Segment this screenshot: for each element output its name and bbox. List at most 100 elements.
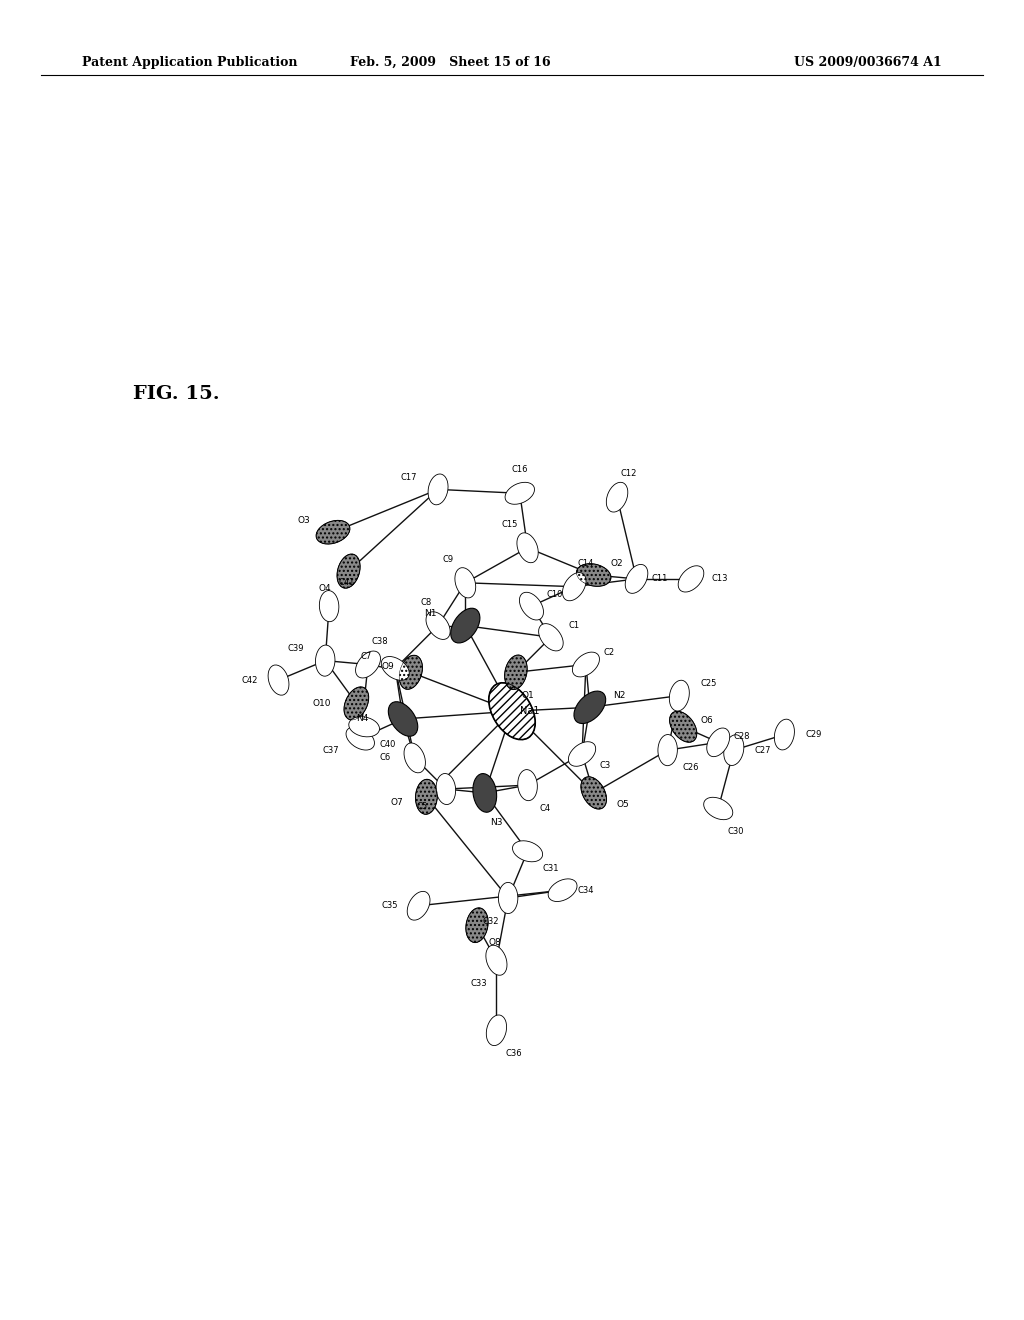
Text: C16: C16 bbox=[512, 466, 528, 474]
Text: C27: C27 bbox=[755, 746, 771, 755]
Ellipse shape bbox=[577, 564, 611, 586]
Text: C8: C8 bbox=[421, 598, 432, 607]
Ellipse shape bbox=[337, 554, 360, 589]
Text: C13: C13 bbox=[712, 574, 728, 583]
Text: N1: N1 bbox=[424, 610, 436, 618]
Ellipse shape bbox=[581, 776, 606, 809]
Ellipse shape bbox=[349, 717, 380, 737]
Text: C1: C1 bbox=[568, 622, 580, 630]
Text: O1: O1 bbox=[521, 692, 534, 700]
Text: C29: C29 bbox=[806, 730, 821, 739]
Text: C32: C32 bbox=[482, 917, 499, 925]
Ellipse shape bbox=[451, 609, 480, 643]
Ellipse shape bbox=[519, 593, 544, 620]
Text: C9: C9 bbox=[442, 554, 454, 564]
Ellipse shape bbox=[539, 623, 563, 651]
Text: C35: C35 bbox=[381, 902, 397, 911]
Text: O10: O10 bbox=[312, 698, 331, 708]
Ellipse shape bbox=[455, 568, 476, 598]
Ellipse shape bbox=[408, 891, 430, 920]
Text: N4: N4 bbox=[356, 714, 369, 723]
Ellipse shape bbox=[707, 729, 730, 756]
Text: C37: C37 bbox=[323, 746, 339, 755]
Ellipse shape bbox=[473, 774, 497, 812]
Ellipse shape bbox=[626, 565, 648, 594]
Ellipse shape bbox=[670, 680, 689, 711]
Ellipse shape bbox=[562, 573, 586, 601]
Text: C34: C34 bbox=[578, 886, 594, 895]
Text: Na1: Na1 bbox=[520, 706, 540, 717]
Text: C15: C15 bbox=[502, 520, 518, 529]
Ellipse shape bbox=[485, 945, 507, 975]
Ellipse shape bbox=[568, 742, 596, 767]
Ellipse shape bbox=[416, 779, 437, 814]
Ellipse shape bbox=[518, 770, 538, 801]
Text: C11: C11 bbox=[651, 574, 668, 583]
Ellipse shape bbox=[315, 645, 335, 676]
Ellipse shape bbox=[316, 520, 350, 544]
Ellipse shape bbox=[488, 682, 536, 739]
Text: C7: C7 bbox=[360, 652, 372, 661]
Ellipse shape bbox=[428, 474, 449, 504]
Text: O3: O3 bbox=[297, 516, 310, 525]
Ellipse shape bbox=[548, 879, 578, 902]
Ellipse shape bbox=[268, 665, 289, 696]
Text: O7: O7 bbox=[391, 799, 403, 807]
Ellipse shape bbox=[486, 1015, 507, 1045]
Ellipse shape bbox=[573, 692, 606, 723]
Text: C25: C25 bbox=[700, 680, 717, 689]
Ellipse shape bbox=[512, 841, 543, 862]
Ellipse shape bbox=[355, 651, 381, 678]
Text: FIG. 15.: FIG. 15. bbox=[133, 384, 220, 403]
Text: C14: C14 bbox=[578, 558, 594, 568]
Text: O6: O6 bbox=[700, 717, 713, 726]
Text: C31: C31 bbox=[543, 865, 559, 874]
Ellipse shape bbox=[436, 774, 456, 805]
Ellipse shape bbox=[466, 908, 488, 942]
Ellipse shape bbox=[319, 590, 339, 622]
Ellipse shape bbox=[572, 652, 599, 677]
Text: Patent Application Publication: Patent Application Publication bbox=[82, 55, 297, 69]
Ellipse shape bbox=[517, 533, 539, 562]
Text: C33: C33 bbox=[471, 979, 487, 989]
Ellipse shape bbox=[346, 727, 375, 750]
Ellipse shape bbox=[388, 702, 418, 737]
Text: C36: C36 bbox=[506, 1049, 522, 1059]
Text: C5: C5 bbox=[417, 803, 428, 810]
Text: C40: C40 bbox=[379, 739, 395, 748]
Text: C42: C42 bbox=[242, 676, 257, 685]
Ellipse shape bbox=[399, 655, 423, 689]
Text: C39: C39 bbox=[288, 644, 304, 653]
Ellipse shape bbox=[505, 655, 527, 689]
Text: O4: O4 bbox=[318, 585, 332, 593]
Ellipse shape bbox=[724, 735, 743, 766]
Ellipse shape bbox=[670, 711, 697, 742]
Text: C41: C41 bbox=[339, 578, 354, 587]
Ellipse shape bbox=[344, 686, 369, 719]
Text: O2: O2 bbox=[610, 558, 624, 568]
Text: C10: C10 bbox=[547, 590, 563, 599]
Ellipse shape bbox=[606, 482, 628, 512]
Text: O5: O5 bbox=[616, 800, 630, 809]
Ellipse shape bbox=[426, 611, 451, 639]
Ellipse shape bbox=[657, 734, 678, 766]
Text: C6: C6 bbox=[380, 754, 391, 763]
Text: Feb. 5, 2009   Sheet 15 of 16: Feb. 5, 2009 Sheet 15 of 16 bbox=[350, 55, 551, 69]
Ellipse shape bbox=[703, 797, 733, 820]
Text: O9: O9 bbox=[381, 661, 394, 671]
Text: C30: C30 bbox=[727, 828, 744, 837]
Text: N3: N3 bbox=[490, 817, 503, 826]
Text: US 2009/0036674 A1: US 2009/0036674 A1 bbox=[795, 55, 942, 69]
Text: C17: C17 bbox=[400, 474, 417, 482]
Text: N2: N2 bbox=[612, 692, 626, 700]
Text: O8: O8 bbox=[488, 939, 501, 948]
Text: C12: C12 bbox=[621, 470, 637, 478]
Text: C28: C28 bbox=[733, 733, 750, 741]
Text: C38: C38 bbox=[372, 636, 388, 645]
Ellipse shape bbox=[381, 656, 410, 680]
Text: C4: C4 bbox=[540, 804, 551, 813]
Ellipse shape bbox=[678, 566, 703, 593]
Ellipse shape bbox=[774, 719, 795, 750]
Ellipse shape bbox=[499, 882, 518, 913]
Text: C2: C2 bbox=[604, 648, 614, 657]
